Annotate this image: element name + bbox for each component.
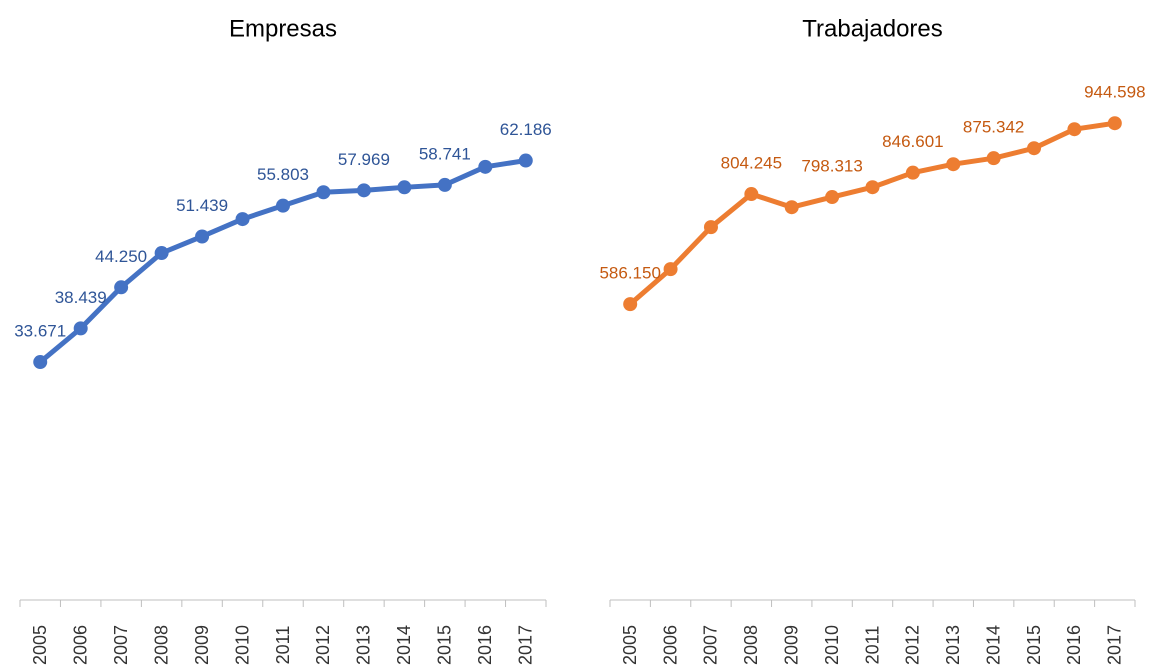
chart-title: Empresas <box>229 15 337 42</box>
data-label: 55.803 <box>257 165 309 184</box>
data-point <box>195 229 210 244</box>
x-tick-label: 2017 <box>1105 625 1125 665</box>
data-point <box>478 159 493 174</box>
x-tick-label: 2009 <box>192 625 212 665</box>
data-label: 51.439 <box>176 196 228 215</box>
x-tick-label: 2011 <box>862 626 882 665</box>
x-tick-label: 2015 <box>1024 625 1044 665</box>
data-point <box>623 297 638 312</box>
data-label: 38.439 <box>55 288 107 307</box>
x-tick-label: 2010 <box>232 625 252 665</box>
data-label: 44.250 <box>95 247 147 266</box>
data-point <box>905 165 920 180</box>
data-point <box>397 180 412 195</box>
data-point <box>1027 141 1042 156</box>
x-tick-label: 2010 <box>822 625 842 665</box>
data-point <box>1067 122 1082 137</box>
data-point <box>663 262 678 277</box>
data-point <box>114 280 129 295</box>
x-tick-label: 2015 <box>435 625 455 665</box>
chart-title: Trabajadores <box>802 15 943 42</box>
x-tick-label: 2012 <box>313 625 333 665</box>
x-tick-label: 2005 <box>620 625 640 665</box>
series-line <box>628 120 1116 307</box>
data-label: 62.186 <box>500 120 552 139</box>
x-tick-label: 2014 <box>983 625 1003 665</box>
data-label: 57.969 <box>338 150 390 169</box>
x-tick-label: 2013 <box>943 625 963 665</box>
x-tick-label: 2011 <box>273 626 293 665</box>
data-point <box>33 355 48 370</box>
data-label: 58.741 <box>419 144 471 163</box>
x-tick-label: 2008 <box>151 625 171 665</box>
data-point <box>276 198 290 213</box>
data-point <box>73 321 88 336</box>
data-point <box>437 177 452 192</box>
data-label: 804.245 <box>721 154 782 173</box>
x-tick-label: 2016 <box>1064 625 1084 665</box>
data-label: 33.671 <box>14 322 66 341</box>
data-point <box>316 185 331 200</box>
data-label: 846.601 <box>882 132 943 151</box>
data-point <box>865 180 880 195</box>
x-tick-label: 2009 <box>781 625 801 665</box>
data-label: 798.313 <box>801 157 862 176</box>
data-label: 875.342 <box>963 118 1024 137</box>
x-tick-label: 2007 <box>111 625 131 665</box>
data-point <box>825 190 840 205</box>
data-point <box>986 151 1001 166</box>
data-point <box>518 153 533 168</box>
x-tick-label: 2012 <box>903 625 923 665</box>
x-tick-label: 2016 <box>475 625 495 665</box>
data-label: 586.150 <box>599 264 660 283</box>
data-label: 944.598 <box>1084 83 1145 102</box>
x-tick-label: 2008 <box>741 625 761 665</box>
data-point <box>946 157 961 172</box>
data-point <box>784 200 799 215</box>
data-point <box>703 220 718 235</box>
data-point <box>235 212 250 227</box>
data-point <box>356 183 371 198</box>
x-tick-label: 2013 <box>354 625 374 665</box>
x-tick-label: 2007 <box>701 625 721 665</box>
data-point <box>744 187 759 202</box>
data-point <box>154 246 169 261</box>
data-point <box>1107 116 1122 131</box>
x-tick-label: 2005 <box>30 625 50 665</box>
x-tick-label: 2017 <box>516 625 536 665</box>
x-tick-label: 2006 <box>660 625 680 665</box>
x-tick-label: 2006 <box>70 625 90 665</box>
x-tick-label: 2014 <box>394 625 414 665</box>
